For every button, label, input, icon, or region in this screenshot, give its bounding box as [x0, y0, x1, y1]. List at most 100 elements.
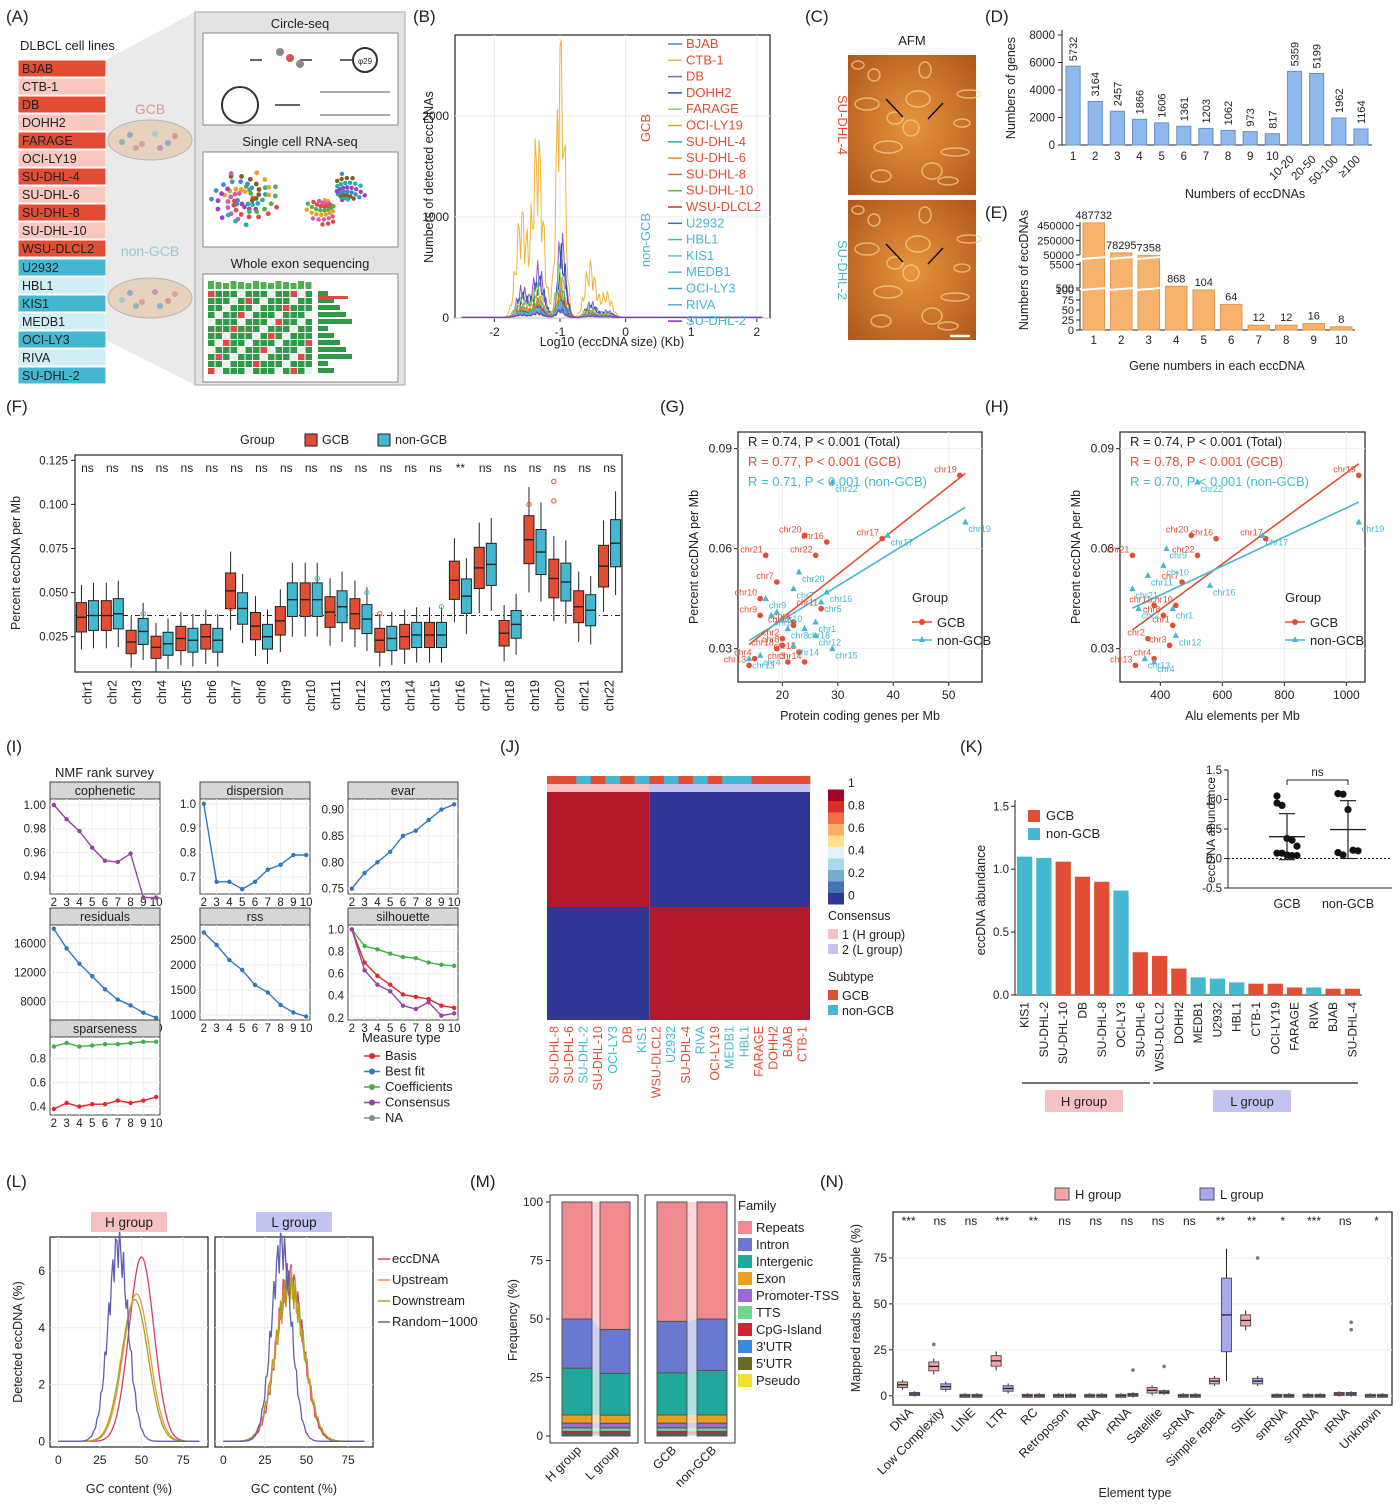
wes-cell: [298, 354, 305, 360]
wes-cell: [215, 340, 222, 346]
umap-dot: [256, 214, 261, 220]
series-point: [362, 960, 367, 965]
umap-dot: [345, 189, 350, 194]
phi29-icon: [352, 47, 378, 73]
legend-swatch: [738, 1255, 752, 1268]
y-tick: 1000: [422, 210, 449, 224]
point-label: chr5: [824, 604, 842, 614]
wes-side-bar: [318, 312, 346, 317]
legend-label: Repeats: [756, 1220, 805, 1235]
wes-cell: [208, 340, 215, 346]
series-point: [375, 860, 380, 865]
y-tick: 0.94: [24, 871, 47, 883]
inset-y-label: eccDNA abundance: [1204, 777, 1218, 883]
series-point: [388, 989, 393, 994]
inset-point: [1293, 842, 1301, 850]
wes-cell: [305, 368, 312, 374]
wes-cell: [283, 326, 290, 332]
gcb-line-label: DOHH2: [22, 116, 66, 130]
wes-cell: [283, 312, 290, 318]
wes-cell: [215, 368, 222, 374]
umap-dot: [246, 209, 252, 215]
bar: [1220, 303, 1243, 331]
point-label: chr19: [1362, 524, 1385, 534]
y-tick: 25: [1062, 315, 1074, 327]
significance: ns: [404, 461, 417, 475]
series-point: [90, 1043, 95, 1048]
wes-cell: [208, 312, 215, 318]
wes-cell: [230, 361, 237, 367]
wes-cell: [253, 368, 260, 374]
column-label: SU-DHL-4: [679, 1026, 693, 1084]
y-tick: 2000: [1029, 113, 1055, 125]
panel-letter-G: (G): [660, 397, 685, 416]
facet-title: dispersion: [227, 784, 284, 798]
wes-cell: [290, 298, 297, 304]
series-point: [64, 1040, 69, 1046]
point-gcb: [818, 605, 824, 612]
significance: ns: [355, 461, 368, 475]
legend-label: Intergenic: [756, 1254, 814, 1269]
x-tick: 8: [127, 897, 133, 909]
x-tick: 25: [258, 1453, 272, 1467]
wes-cell: [290, 340, 297, 346]
bar: [1275, 324, 1298, 331]
afm-ring: [918, 206, 932, 224]
umap-dot: [350, 175, 355, 181]
point-label: chr2: [762, 628, 780, 638]
point-label: chr17: [1240, 528, 1263, 538]
wes-cell: [253, 319, 260, 325]
wes-cell: [275, 333, 282, 339]
series-point: [388, 982, 393, 987]
wes-cell: [215, 298, 222, 304]
x-tick: chr6: [205, 680, 219, 704]
x-tick: 7: [115, 897, 121, 909]
wes-cell: [275, 354, 282, 360]
umap-dot: [233, 186, 239, 192]
point-label: chr13: [1148, 661, 1171, 671]
umap-dot: [273, 184, 278, 190]
column-label: SU-DHL-6: [562, 1026, 576, 1084]
x-tick: 1000: [1333, 688, 1360, 702]
legend-label: SU-DHL-8: [686, 166, 746, 181]
outlier: [314, 575, 320, 582]
series-point: [426, 1000, 431, 1005]
umap-dot: [249, 198, 255, 203]
bar: [1331, 117, 1347, 146]
series-point: [51, 926, 57, 931]
y-tick: 0.75: [322, 884, 344, 896]
series-point: [77, 1104, 82, 1109]
point-label: chr12: [819, 637, 842, 647]
y-tick: 100: [1056, 285, 1074, 297]
gcb-line-label: OCI-LY19: [22, 152, 77, 166]
umap-dot: [228, 194, 234, 200]
wes-cell: [298, 340, 305, 346]
x-tick: chr8: [254, 680, 268, 704]
x-tick: 2: [201, 1023, 207, 1035]
stack-segment: [599, 1414, 631, 1424]
alluvial-connector: [687, 1433, 697, 1435]
series-point: [102, 1042, 108, 1047]
bar: [1229, 982, 1245, 995]
umap-dot: [330, 219, 336, 224]
stack-segment: [599, 1427, 631, 1432]
afm-ring: [918, 61, 932, 79]
bar: [1286, 70, 1303, 146]
heatmap-block-lh: [547, 907, 650, 1020]
umap-dot: [358, 189, 363, 194]
legend-label: HBL1: [686, 232, 719, 247]
x-tick: chr22: [603, 680, 617, 711]
wes-cell: [245, 354, 252, 360]
x-tick: chr13: [379, 680, 393, 711]
series-point: [240, 886, 245, 892]
significance: ns: [1089, 1214, 1102, 1228]
point-ngcb: [1135, 605, 1142, 612]
wes-cell: [275, 319, 282, 325]
y-axis-label: eccDNA abundance: [974, 845, 988, 956]
legend-title: Subtype: [828, 970, 874, 984]
series-point: [349, 927, 355, 932]
column-label: SU-DHL-10: [591, 1026, 605, 1091]
wes-cell: [245, 319, 252, 325]
inset-sig: ns: [1311, 767, 1323, 779]
umap-dot: [250, 202, 255, 208]
